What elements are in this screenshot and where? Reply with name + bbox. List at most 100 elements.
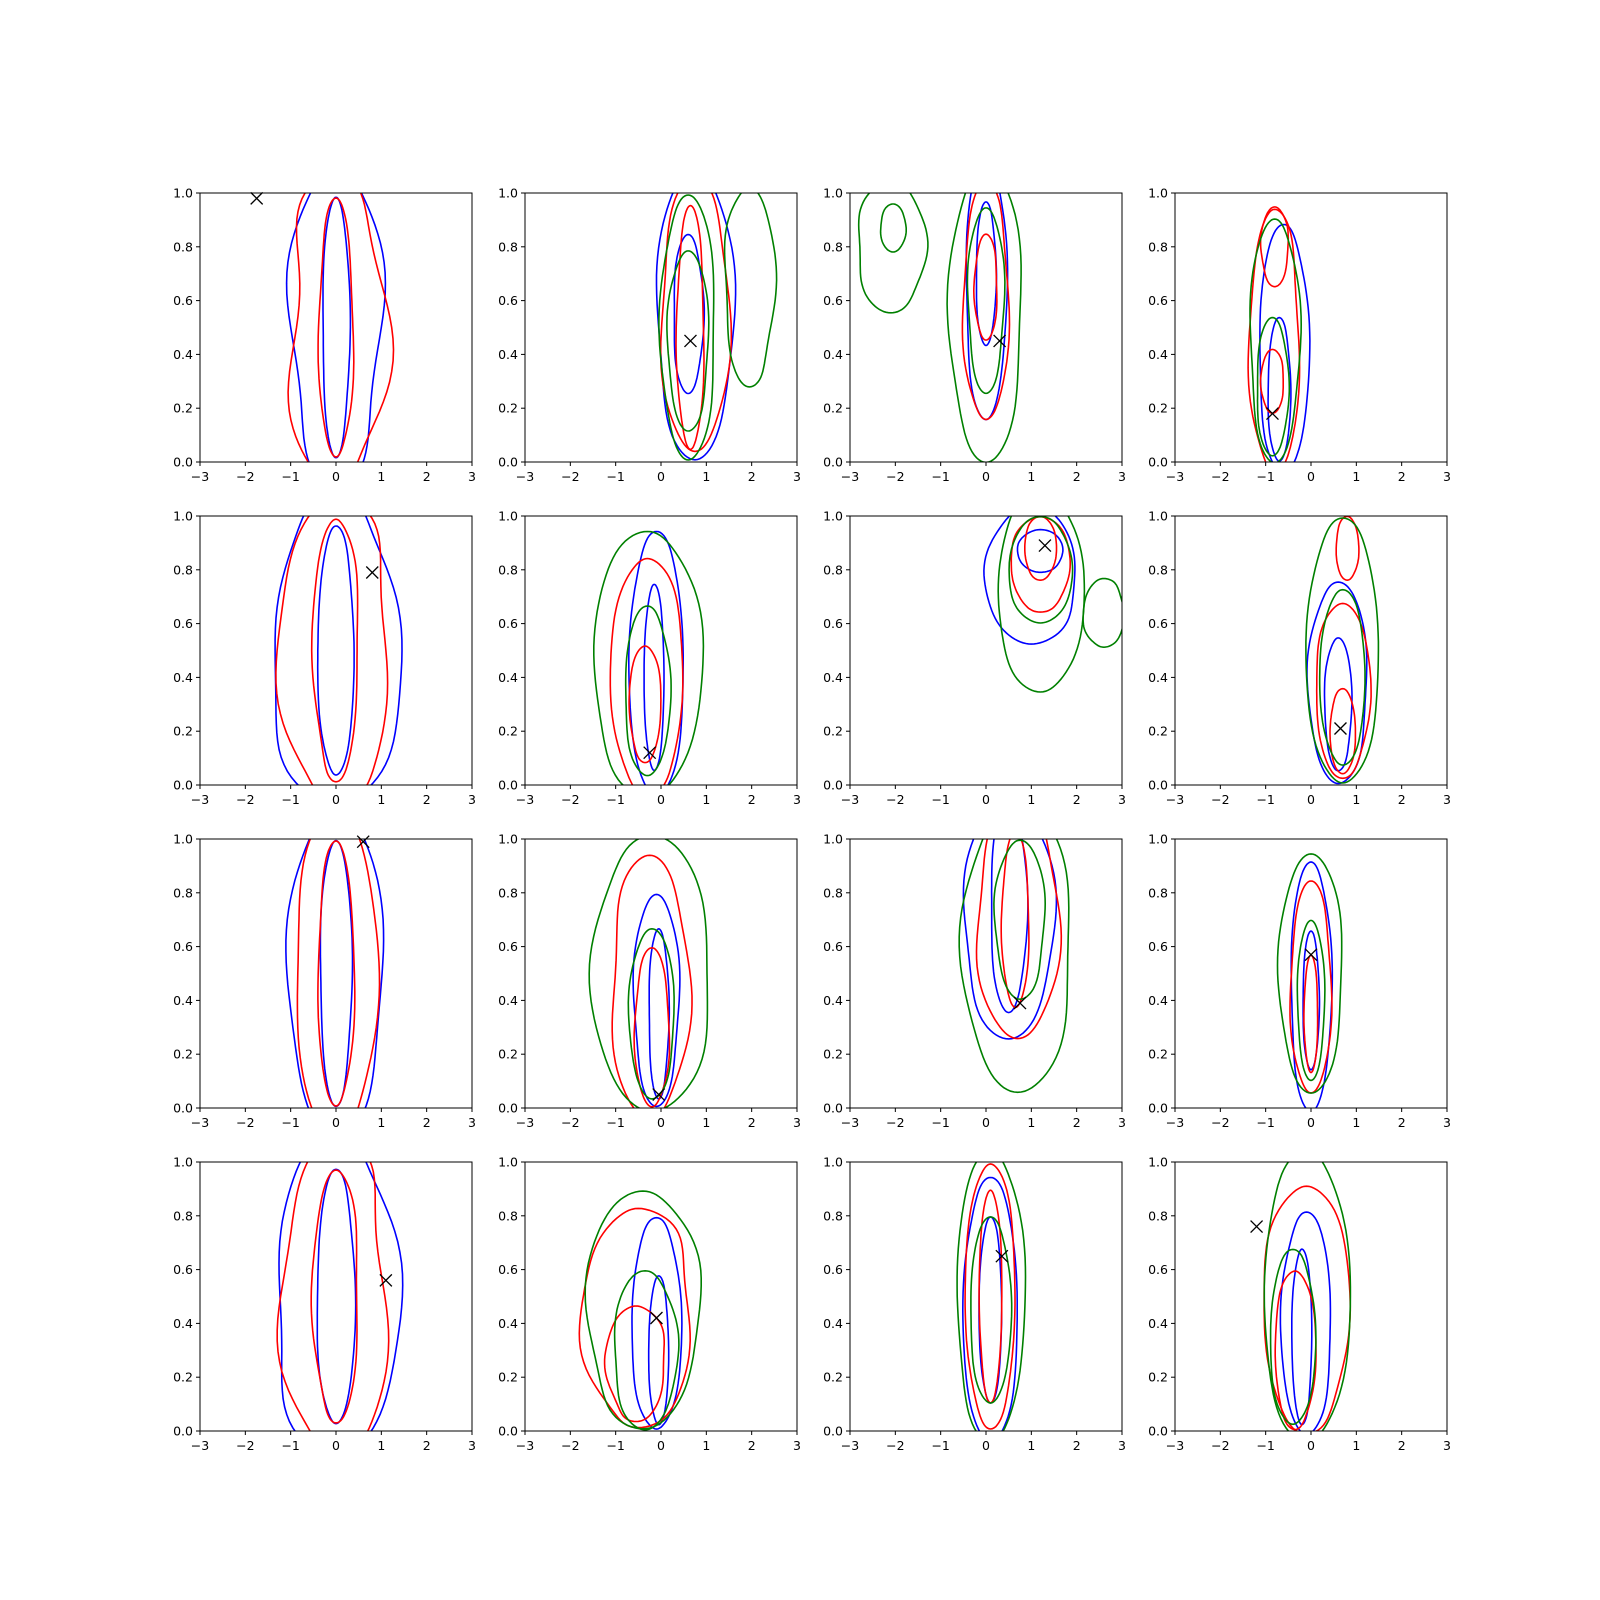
y-tick-label: 0.2: [498, 1047, 518, 1062]
contour-red: [296, 839, 381, 1108]
contour-red: [1303, 954, 1319, 1074]
axes-frame: [849, 192, 1123, 463]
contour-red: [1259, 206, 1290, 288]
contour-green: [993, 839, 1047, 1001]
x-marker: [993, 334, 1007, 348]
contour-red: [1024, 516, 1058, 582]
contour-blue: [1259, 223, 1311, 462]
contour-blue: [1323, 637, 1353, 772]
x-tick-label: 0: [332, 792, 340, 807]
subplot-7: −3 −2 −1 0 1 2 3 0.0 0.2 0.4 0.6 0.8 1.0: [823, 509, 1126, 808]
y-tick-label: 0.6: [1148, 293, 1168, 308]
contour-blue: [322, 196, 352, 459]
contour-red: [611, 854, 693, 1108]
contour-green: [593, 530, 705, 785]
subplot-11: −3 −2 −1 0 1 2 3 0.0 0.2 0.4 0.6 0.8 1.0: [823, 832, 1126, 1131]
contour-group: [1276, 853, 1343, 1108]
contour-red: [317, 197, 355, 458]
x-tick-label: −1: [281, 1438, 299, 1453]
x-tick-label: −1: [281, 469, 299, 484]
y-tick-label: 0.6: [173, 616, 193, 631]
y-tick-label: 1.0: [1148, 1155, 1168, 1170]
x-tick-label: 0: [332, 469, 340, 484]
y-tick-label: 1.0: [498, 832, 518, 847]
x-tick-label: 2: [748, 792, 756, 807]
subplot-5: −3 −2 −1 0 1 2 3 0.0 0.2 0.4 0.6 0.8 1.0: [173, 509, 476, 808]
y-tick-label: 0.0: [1148, 455, 1168, 470]
x-tick-label: 3: [793, 1115, 801, 1130]
contour-green: [879, 203, 907, 253]
x-tick-label: 0: [332, 1438, 340, 1453]
subplot-12: −3 −2 −1 0 1 2 3 0.0 0.2 0.4 0.6 0.8 1.0: [1148, 832, 1451, 1131]
y-tick-label: 0.4: [1148, 1316, 1168, 1331]
contour-green: [956, 1162, 1027, 1431]
y-tick-label: 1.0: [498, 186, 518, 201]
contour-blue: [319, 839, 354, 1108]
x-tick-label: −3: [1166, 1438, 1184, 1453]
subplot-3: −3 −2 −1 0 1 2 3 0.0 0.2 0.4 0.6 0.8 1.0: [823, 186, 1126, 485]
x-tick-label: 0: [1307, 469, 1315, 484]
x-tick-label: −2: [561, 469, 579, 484]
contour-green: [613, 1269, 680, 1431]
y-tick-label: 0.8: [823, 562, 843, 577]
x-tick-label: −3: [516, 792, 534, 807]
contour-red: [310, 518, 359, 783]
y-tick-label: 1.0: [173, 509, 193, 524]
x-tick-label: 3: [793, 1438, 801, 1453]
y-tick-label: 1.0: [1148, 832, 1168, 847]
contour-red: [275, 516, 389, 785]
y-tick-label: 0.4: [823, 347, 843, 362]
x-tick-label: −1: [931, 469, 949, 484]
axes-frame: [1174, 515, 1448, 786]
y-tick-label: 0.4: [173, 993, 193, 1008]
contour-green: [723, 193, 778, 388]
contour-group: [958, 839, 1070, 1094]
x-tick-label: 3: [1443, 792, 1451, 807]
x-tick-label: −2: [561, 792, 579, 807]
contour-red: [1335, 516, 1360, 582]
contour-green: [1008, 516, 1074, 624]
contour-green: [966, 207, 1006, 395]
y-tick-label: 1.0: [173, 1155, 193, 1170]
y-tick-label: 0.6: [173, 293, 193, 308]
x-tick-label: 3: [793, 469, 801, 484]
x-marker: [379, 1273, 393, 1287]
x-tick-label: −1: [606, 469, 624, 484]
x-tick-label: −3: [841, 469, 859, 484]
x-marker: [1304, 948, 1318, 962]
contour-red: [975, 839, 1063, 1040]
y-tick-label: 0.2: [1148, 401, 1168, 416]
subplot-6: −3 −2 −1 0 1 2 3 0.0 0.2 0.4 0.6 0.8 1.0: [498, 509, 801, 808]
contour-red: [578, 1207, 692, 1429]
contour-blue: [628, 530, 684, 785]
x-tick-label: 0: [1307, 792, 1315, 807]
contour-red: [972, 233, 998, 341]
contour-blue: [1279, 1211, 1332, 1431]
contour-green: [857, 193, 929, 314]
y-tick-label: 0.6: [1148, 616, 1168, 631]
y-tick-label: 0.0: [498, 455, 518, 470]
y-tick-label: 0.0: [173, 1101, 193, 1116]
axes-frame: [1174, 838, 1448, 1109]
x-tick-label: −3: [191, 1438, 209, 1453]
x-tick-label: 0: [657, 1115, 665, 1130]
contour-green: [627, 927, 675, 1100]
contour-blue: [975, 201, 998, 347]
axes-frame: [849, 838, 1123, 1109]
x-tick-label: −1: [931, 1438, 949, 1453]
x-marker: [1250, 1220, 1264, 1234]
y-tick-label: 0.4: [173, 347, 193, 362]
x-tick-label: 0: [657, 1438, 665, 1453]
y-tick-label: 1.0: [823, 1155, 843, 1170]
y-tick-label: 0.2: [173, 1047, 193, 1062]
y-tick-label: 1.0: [173, 832, 193, 847]
y-tick-label: 1.0: [173, 186, 193, 201]
contour-red: [1315, 602, 1372, 780]
y-tick-label: 0.2: [1148, 1047, 1168, 1062]
y-tick-label: 0.8: [173, 1208, 193, 1223]
axes-frame: [199, 1161, 473, 1432]
x-tick-label: −1: [606, 1115, 624, 1130]
x-tick-label: −2: [561, 1438, 579, 1453]
subplot-8: −3 −2 −1 0 1 2 3 0.0 0.2 0.4 0.6 0.8 1.0: [1148, 509, 1451, 808]
contour-green: [1082, 577, 1122, 649]
